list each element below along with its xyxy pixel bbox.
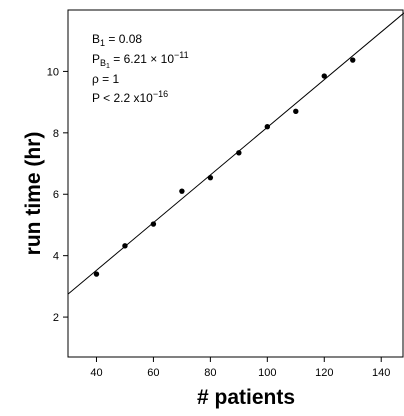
y-tick-label: 8 [53, 128, 59, 140]
x-tick-label: 60 [147, 367, 159, 379]
x-tick-label: 80 [204, 367, 216, 379]
data-point [179, 188, 185, 194]
annotation-p: P < 2.2 x10−16 [92, 89, 168, 105]
y-axis: 2 4 6 8 10 [47, 66, 68, 324]
y-tick-label: 10 [47, 66, 59, 78]
x-axis: 40 60 80 100 120 140 [90, 357, 390, 379]
annotation-rho: ρ = 1 [92, 72, 120, 86]
stats-annotation: B1 = 0.08 PB1 = 6.21 × 10−11 ρ = 1 P < 2… [92, 32, 189, 105]
y-tick-label: 4 [53, 251, 59, 263]
data-point [207, 174, 214, 181]
data-points [93, 57, 356, 277]
data-point [236, 150, 242, 156]
data-point [93, 271, 100, 277]
x-axis-title: # patients [197, 386, 295, 409]
x-tick-label: 140 [372, 367, 390, 379]
x-tick-label: 120 [315, 367, 333, 379]
data-point [321, 73, 327, 79]
x-tick-label: 100 [258, 367, 276, 379]
x-tick-label: 40 [90, 367, 102, 379]
data-point [150, 221, 157, 227]
y-axis-title: run time (hr) [22, 132, 45, 256]
plot-frame [67, 9, 404, 358]
plot-area [67, 9, 404, 358]
annotation-pb1: PB1 = 6.21 × 10−11 [92, 50, 189, 70]
data-point [350, 57, 356, 63]
annotation-b1: B1 = 0.08 [92, 32, 142, 48]
data-point [264, 123, 271, 130]
data-point [293, 108, 299, 115]
data-point [122, 243, 128, 249]
y-tick-label: 2 [53, 312, 59, 324]
y-tick-label: 6 [53, 189, 59, 201]
